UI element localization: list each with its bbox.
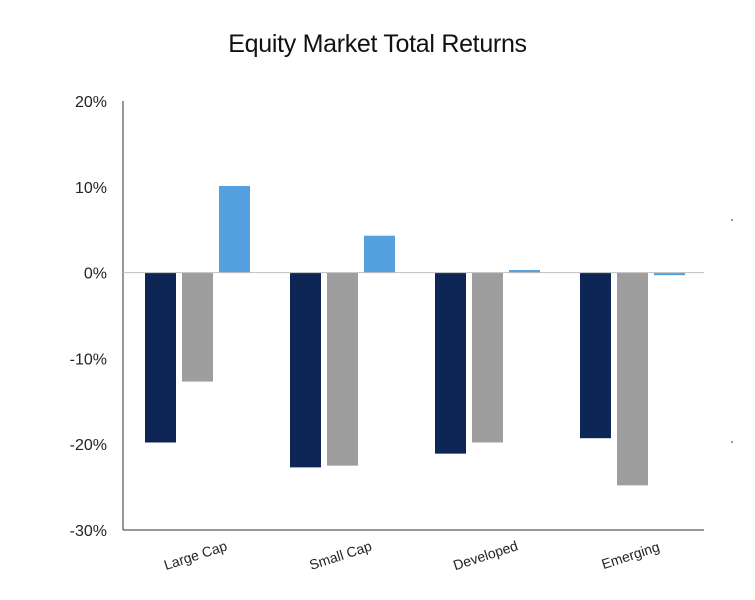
bar [435, 272, 466, 454]
bar [654, 272, 685, 276]
edge-mark-lower [731, 441, 733, 443]
y-tick-label: 20% [75, 94, 107, 111]
bar [364, 235, 395, 273]
x-tick-label: Developed [451, 537, 520, 573]
bar [219, 185, 250, 273]
edge-mark-upper [731, 219, 733, 221]
y-tick-label: 10% [75, 180, 107, 197]
y-tick-label: -30% [70, 523, 107, 540]
chart-title: Equity Market Total Returns [228, 30, 527, 58]
x-tick-label: Large Cap [162, 537, 229, 572]
y-tick-label: -20% [70, 437, 107, 454]
bar [617, 272, 648, 486]
x-tick-label: Small Cap [307, 538, 374, 573]
y-tick-label: 0% [84, 266, 107, 283]
bar [290, 272, 321, 468]
bar [327, 272, 358, 466]
bar [145, 272, 176, 443]
bar [509, 270, 540, 273]
bar [580, 272, 611, 439]
x-tick-label: Emerging [599, 538, 661, 572]
bar [182, 272, 213, 382]
bar [472, 272, 503, 443]
y-tick-label: -10% [70, 351, 107, 368]
